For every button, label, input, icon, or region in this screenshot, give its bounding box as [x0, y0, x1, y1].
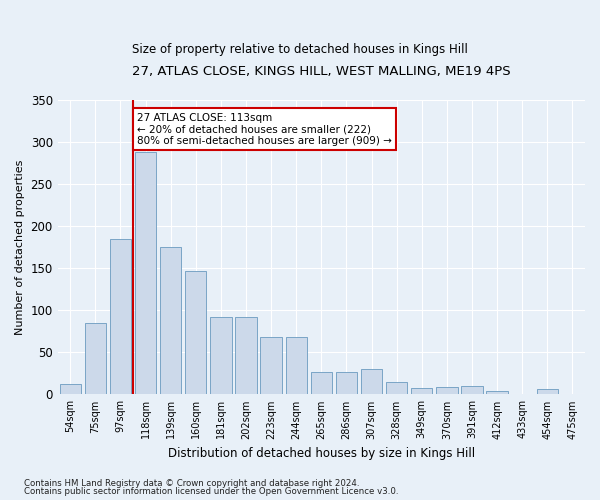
Bar: [536, 390, 558, 394]
Bar: [135, 152, 156, 394]
Bar: [411, 388, 433, 394]
Bar: [311, 372, 332, 394]
Bar: [260, 337, 282, 394]
Bar: [59, 384, 81, 394]
Title: 27, ATLAS CLOSE, KINGS HILL, WEST MALLING, ME19 4PS: 27, ATLAS CLOSE, KINGS HILL, WEST MALLIN…: [132, 65, 511, 78]
Bar: [160, 247, 181, 394]
Text: Contains public sector information licensed under the Open Government Licence v3: Contains public sector information licen…: [24, 487, 398, 496]
Bar: [361, 369, 382, 394]
Bar: [487, 391, 508, 394]
X-axis label: Distribution of detached houses by size in Kings Hill: Distribution of detached houses by size …: [168, 447, 475, 460]
Bar: [235, 317, 257, 394]
Bar: [436, 387, 458, 394]
Text: 27 ATLAS CLOSE: 113sqm
← 20% of detached houses are smaller (222)
80% of semi-de: 27 ATLAS CLOSE: 113sqm ← 20% of detached…: [137, 112, 392, 146]
Bar: [210, 317, 232, 394]
Text: Contains HM Land Registry data © Crown copyright and database right 2024.: Contains HM Land Registry data © Crown c…: [24, 478, 359, 488]
Bar: [85, 323, 106, 394]
Bar: [110, 239, 131, 394]
Bar: [185, 271, 206, 394]
Bar: [336, 372, 357, 394]
Y-axis label: Number of detached properties: Number of detached properties: [15, 160, 25, 335]
Bar: [461, 386, 482, 394]
Bar: [386, 382, 407, 394]
Text: Size of property relative to detached houses in Kings Hill: Size of property relative to detached ho…: [132, 42, 468, 56]
Bar: [286, 337, 307, 394]
